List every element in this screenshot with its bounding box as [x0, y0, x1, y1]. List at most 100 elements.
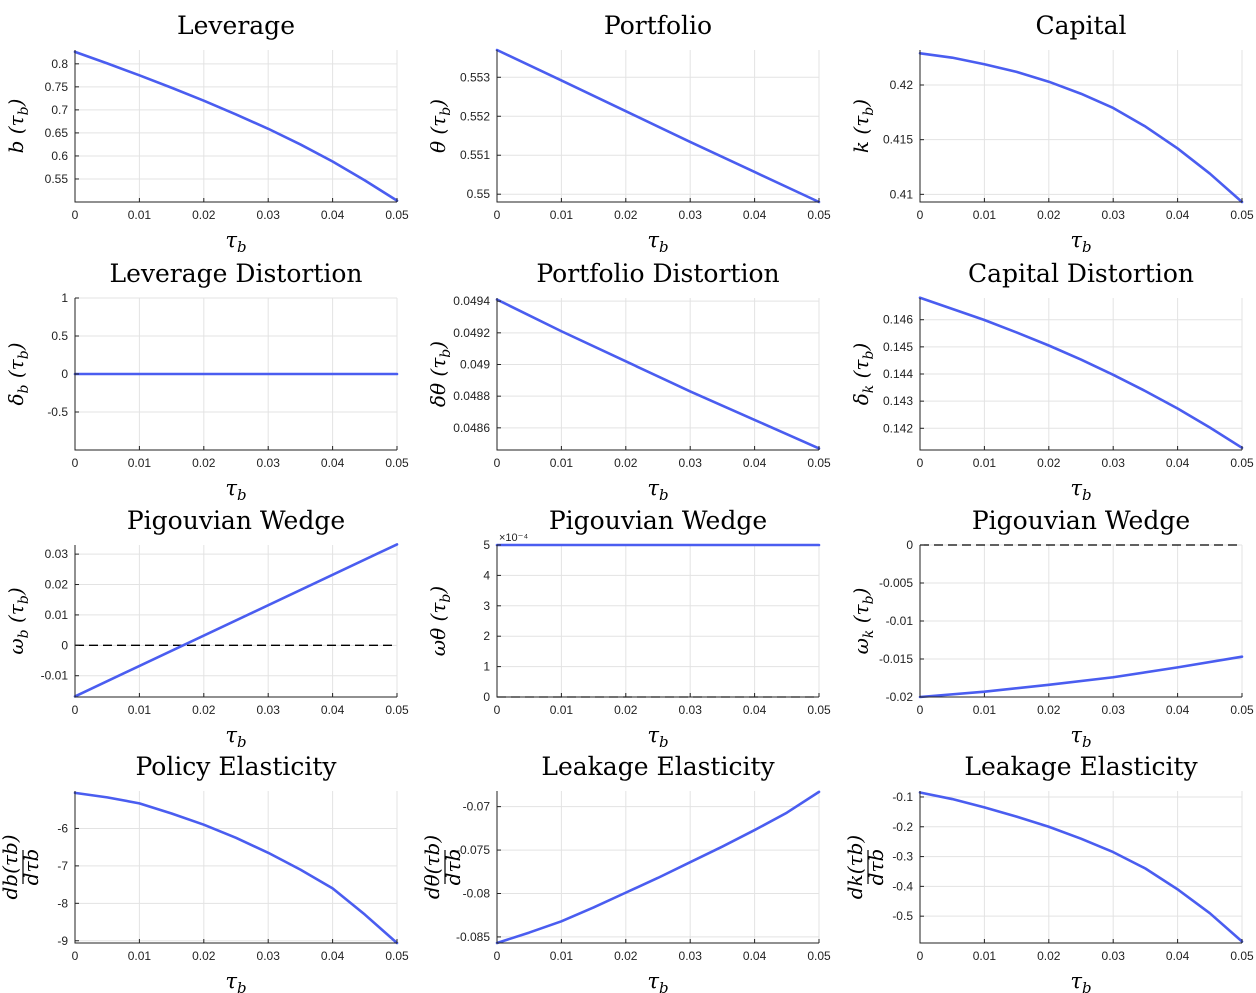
chart-title: Capital Distortion — [968, 259, 1194, 288]
x-tick-label: 0.01 — [550, 456, 574, 470]
y-tick-label: 0.553 — [460, 70, 490, 84]
x-tick-label: 0.01 — [973, 456, 997, 470]
y-tick-label: 0 — [61, 638, 68, 652]
x-tick-label: 0.03 — [1102, 949, 1126, 963]
y-tick-label: 1 — [483, 660, 490, 674]
series-line-0 — [495, 790, 821, 945]
chart-panel-4: 0 0.01 0.02 0.03 0.04 0.05 0.0486 0.0488 0.049 0.… — [426, 259, 831, 504]
x-tick-label: 0.04 — [1166, 208, 1190, 222]
series-line-0 — [918, 655, 1244, 699]
chart-panel-3: 0 0.01 0.02 0.03 0.04 0.05 -0.5 0 0.5 1 Leverage D… — [4, 259, 409, 504]
y-tick-label: 0.143 — [883, 394, 913, 408]
series-line-0 — [73, 543, 399, 698]
x-tick-label: 0 — [494, 456, 501, 470]
x-tick-label: 0.05 — [1230, 949, 1254, 963]
x-tick-label: 0.01 — [550, 703, 574, 717]
x-tick-label: 0 — [72, 703, 79, 717]
y-tick-label: -0.2 — [892, 820, 913, 834]
y-tick-label: 0 — [61, 367, 68, 381]
axes — [496, 791, 819, 944]
x-axis-label: τb — [647, 228, 668, 256]
chart-panel-5: 0 0.01 0.02 0.03 0.04 0.05 0.142 0.143 0.144 0.14… — [849, 259, 1254, 504]
chart-panel-6: 0 0.01 0.02 0.03 0.04 0.05 -0.01 0 0.01 0.02 0.03 P… — [4, 506, 409, 751]
x-axis-label: τb — [1070, 723, 1091, 751]
x-tick-label: 0.03 — [1102, 456, 1126, 470]
x-tick-label: 0.05 — [385, 208, 409, 222]
x-tick-label: 0.01 — [128, 456, 152, 470]
chart-panel-0: 0 0.01 0.02 0.03 0.04 0.05 0.55 0.6 0.65 0.7 0.75 0… — [4, 11, 409, 256]
y-tick-label: 0.55 — [45, 172, 69, 186]
y-tick-label: 0.049 — [460, 358, 490, 372]
axes — [496, 545, 819, 698]
y-tick-label: 0.55 — [467, 187, 491, 201]
series-line-0 — [918, 791, 1244, 943]
series-line-0 — [73, 50, 399, 202]
chart-title: Leverage Distortion — [109, 259, 362, 288]
y-tick-label: 0.03 — [45, 547, 69, 561]
y-tick-label: -9 — [57, 934, 68, 948]
x-tick-label: 0.03 — [1102, 703, 1126, 717]
x-tick-label: 0.02 — [1037, 703, 1061, 717]
y-tick-label: -0.02 — [886, 690, 914, 704]
y-tick-label: -0.5 — [892, 909, 913, 923]
x-axis-label: τb — [647, 723, 668, 751]
chart-title: Capital — [1036, 11, 1127, 40]
y-axis-label: dθ(τb)dτb — [420, 835, 465, 899]
y-axis-label: δb (τb) — [4, 342, 32, 405]
y-axis-label: dk(τb)dτb — [843, 835, 888, 899]
y-tick-label: 0.0494 — [453, 294, 490, 308]
x-tick-label: 0.04 — [321, 208, 345, 222]
y-tick-label: 0.6 — [51, 149, 68, 163]
x-axis-label: τb — [1070, 476, 1091, 504]
chart-panel-10: 0 0.01 0.02 0.03 0.04 0.05 -0.085 -0.08 -0.075 -0… — [420, 752, 831, 993]
x-tick-label: 0 — [917, 703, 924, 717]
x-tick-label: 0.01 — [973, 949, 997, 963]
x-tick-label: 0.05 — [1230, 208, 1254, 222]
x-tick-label: 0 — [72, 949, 79, 963]
y-tick-label: -0.01 — [41, 669, 69, 683]
y-axis-label-denominator: dτb — [19, 849, 43, 886]
chart-title: Portfolio Distortion — [536, 259, 779, 288]
chart-title: Pigouvian Wedge — [127, 506, 345, 535]
chart-panel-11: 0 0.01 0.02 0.03 0.04 0.05 -0.5 -0.4 -0.3 -0.2 -0.… — [843, 752, 1254, 993]
x-axis-label: τb — [225, 476, 246, 504]
y-tick-label: 0.8 — [51, 57, 68, 71]
x-tick-label: 0.04 — [743, 703, 767, 717]
x-tick-label: 0.01 — [550, 949, 574, 963]
y-axis-label-denominator: dτb — [441, 849, 465, 886]
chart-panel-1: 0 0.01 0.02 0.03 0.04 0.05 0.55 0.551 0.552 0.553… — [426, 11, 831, 256]
y-axis-label: ωθ (τb) — [426, 586, 454, 656]
chart-title: Pigouvian Wedge — [549, 506, 767, 535]
x-tick-label: 0.01 — [128, 208, 152, 222]
y-tick-label: 0.75 — [45, 80, 69, 94]
x-tick-label: 0.05 — [385, 456, 409, 470]
x-tick-label: 0.01 — [128, 949, 152, 963]
x-tick-label: 0.01 — [128, 703, 152, 717]
y-tick-label: 2 — [483, 629, 490, 643]
x-tick-label: 0.03 — [257, 456, 281, 470]
y-tick-label: 0.0486 — [453, 421, 490, 435]
axes — [74, 791, 397, 944]
x-tick-label: 0.04 — [743, 456, 767, 470]
y-axis-label: ωk (τb) — [849, 588, 877, 655]
y-tick-label: -0.085 — [456, 930, 490, 944]
x-tick-label: 0 — [72, 208, 79, 222]
y-axis-label-numerator: db(τb) — [0, 834, 22, 899]
chart-panel-2: 0 0.01 0.02 0.03 0.04 0.05 0.41 0.415 0.42 Capita… — [849, 11, 1254, 256]
y-tick-label: 3 — [483, 599, 490, 613]
x-tick-label: 0.04 — [321, 703, 345, 717]
x-tick-label: 0.03 — [257, 208, 281, 222]
x-axis-label: τb — [647, 969, 668, 993]
y-axis-label: θ (τb) — [426, 99, 454, 153]
y-tick-label: 0.42 — [890, 78, 914, 92]
y-tick-label: 0.41 — [890, 187, 914, 201]
y-tick-label: -0.08 — [463, 886, 491, 900]
y-tick-label: 0.145 — [883, 340, 913, 354]
y-tick-label: 0.415 — [883, 133, 913, 147]
y-tick-label: 0.144 — [883, 367, 913, 381]
chart-title: Leakage Elasticity — [964, 752, 1198, 781]
x-tick-label: 0.02 — [192, 208, 216, 222]
x-tick-label: 0.02 — [192, 456, 216, 470]
x-tick-label: 0.02 — [1037, 949, 1061, 963]
